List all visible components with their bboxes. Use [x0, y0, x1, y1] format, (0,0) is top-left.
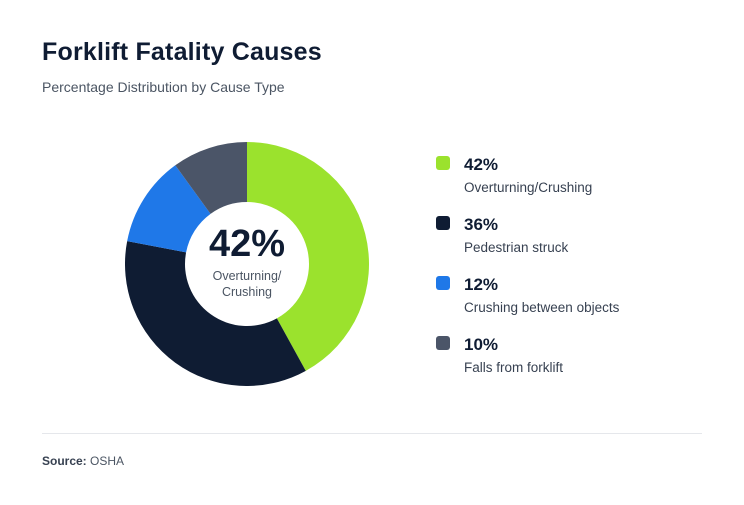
chart-subtitle: Percentage Distribution by Cause Type	[42, 79, 285, 95]
footer-divider	[42, 433, 702, 434]
donut-segment	[247, 142, 369, 371]
legend-swatch	[436, 216, 450, 230]
legend-value: 10%	[464, 335, 499, 354]
chart-title: Forklift Fatality Causes	[42, 38, 322, 66]
source-note: Source: OSHA	[42, 454, 124, 468]
source-value: OSHA	[90, 454, 125, 468]
legend-label: Pedestrian struck	[464, 240, 569, 255]
source-label: Source:	[42, 454, 87, 468]
center-text-line1: Overturning/	[212, 269, 282, 283]
legend-label: Crushing between objects	[464, 300, 620, 315]
legend-value: 42%	[464, 155, 499, 174]
legend-value: 36%	[464, 215, 499, 234]
legend-label: Overturning/Crushing	[464, 180, 593, 195]
donut-segment	[125, 241, 306, 386]
legend-swatch	[436, 276, 450, 290]
legend-value: 12%	[464, 275, 499, 294]
center-value: 42%	[208, 223, 286, 265]
donut-segment	[127, 165, 211, 253]
center-text-line2: Crushing	[221, 285, 273, 299]
donut-chart	[125, 142, 369, 386]
donut-segment	[175, 142, 247, 214]
donut-center-label: 42% Overturning/ Crushing	[187, 224, 307, 300]
legend-swatch	[436, 336, 450, 350]
legend-label: Falls from forklift	[464, 360, 564, 375]
legend-swatch	[436, 156, 450, 170]
